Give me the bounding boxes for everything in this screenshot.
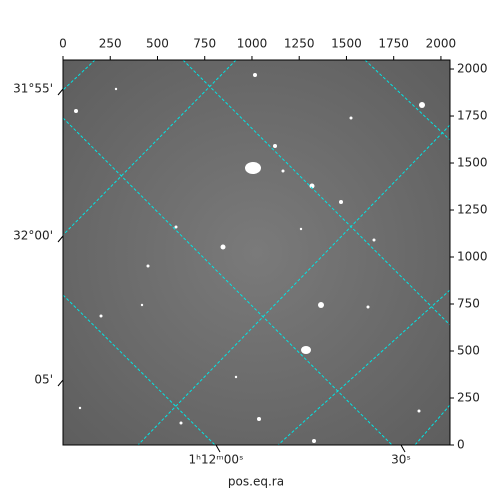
y-tick-label: 500: [457, 344, 480, 358]
dec-tick-label: 05': [34, 373, 53, 387]
x-tick-label: 1000: [237, 37, 268, 51]
x-tick-label: 250: [99, 37, 122, 51]
axes-frame: [62, 59, 451, 446]
y-tick-label: 1750: [457, 109, 488, 123]
x-axis-label: pos.eq.ra: [228, 475, 284, 489]
y-tick-label: 0: [457, 438, 465, 452]
x-tick-label: 750: [193, 37, 216, 51]
coordinate-grid: [63, 60, 450, 445]
x-tick-label: 500: [146, 37, 169, 51]
x-tick-label: 2000: [426, 37, 457, 51]
y-tick-label: 250: [457, 391, 480, 405]
x-tick-label: 1750: [378, 37, 409, 51]
dec-tick-label: 32°00': [13, 229, 53, 243]
y-tick-label: 1500: [457, 156, 488, 170]
x-tick-label: 1500: [331, 37, 362, 51]
wcs-ticks: [57, 88, 406, 453]
x-tick-label: 1250: [284, 37, 315, 51]
y-tick-label: 750: [457, 297, 480, 311]
sky-image: [63, 60, 450, 445]
dec-tick-label: 31°55': [13, 82, 53, 96]
y-tick-label: 1250: [457, 203, 488, 217]
y-tick-label: 2000: [457, 62, 488, 76]
x-tick-label: 0: [59, 37, 67, 51]
y-tick-label: 1000: [457, 250, 488, 264]
ra-tick-label: 1ʰ12ᵐ00ˢ: [189, 453, 244, 467]
ra-tick-label: 30ˢ: [391, 453, 411, 467]
stars: [74, 73, 425, 443]
